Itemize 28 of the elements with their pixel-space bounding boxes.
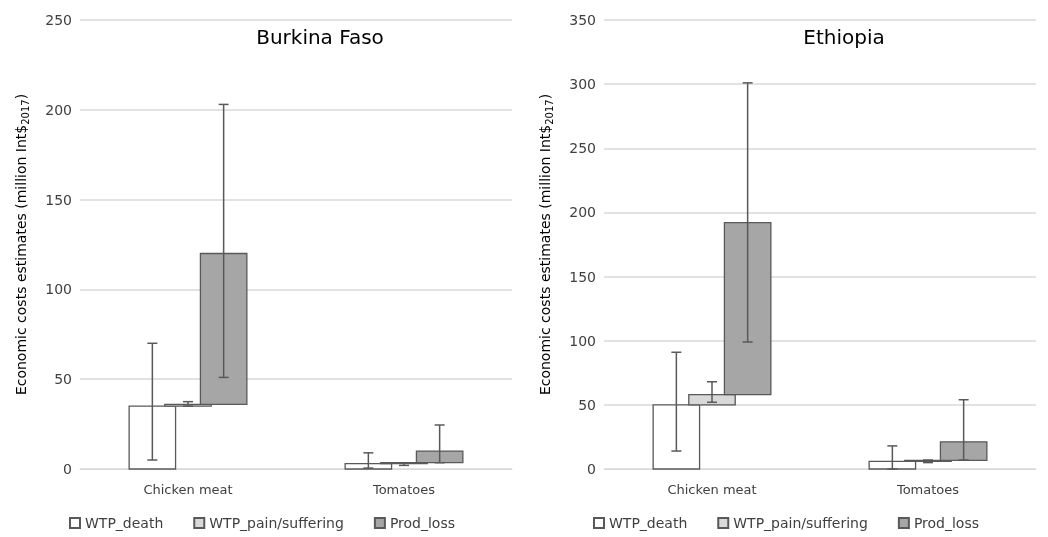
y-tick-label: 300 (569, 76, 596, 93)
y-tick-label: 100 (569, 332, 596, 349)
legend-label: WTP_death (608, 515, 688, 531)
y-tick-label: 50 (578, 396, 596, 413)
y-tick-label: 150 (45, 191, 72, 208)
legend-label: WTP_pain/suffering (209, 515, 344, 531)
y-tick-label: 150 (569, 268, 596, 285)
legend-label: Prod_loss (913, 515, 980, 531)
legend-label: WTP_death (84, 515, 164, 531)
y-tick-label: 100 (45, 281, 72, 298)
y-axis-title: Economic costs estimates (million Int$2017) (13, 93, 31, 396)
y-axis-title: Economic costs estimates (million Int$2017) (537, 93, 555, 396)
legend-label: WTP_pain/suffering (733, 515, 868, 531)
x-tick-label: Tomatoes (895, 482, 960, 497)
x-tick-label: Chicken meat (667, 482, 757, 497)
x-tick-label: Tomatoes (371, 482, 436, 497)
chart-title: Ethiopia (803, 25, 885, 49)
chart-title: Burkina Faso (256, 25, 384, 49)
y-tick-label: 200 (45, 101, 72, 118)
y-tick-label: 250 (45, 12, 72, 28)
y-tick-label: 0 (63, 461, 72, 477)
y-tick-label: 200 (569, 204, 596, 221)
y-tick-label: 250 (569, 140, 596, 157)
legend-label: Prod_loss (389, 515, 456, 531)
y-tick-label: 0 (587, 461, 596, 477)
x-tick-label: Chicken meat (143, 482, 233, 497)
y-tick-label: 350 (569, 12, 596, 28)
y-tick-label: 50 (54, 371, 72, 388)
